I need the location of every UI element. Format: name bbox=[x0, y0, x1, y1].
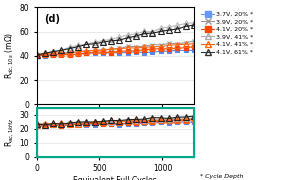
Text: * Cycle Depth: * Cycle Depth bbox=[200, 174, 244, 179]
Y-axis label: R$_{dc,10s}$ (mΩ): R$_{dc,10s}$ (mΩ) bbox=[4, 32, 16, 79]
Text: (d): (d) bbox=[44, 14, 60, 24]
X-axis label: Equivalent Full Cycles: Equivalent Full Cycles bbox=[73, 176, 157, 180]
Legend: 3.7V, 20% *, 3.9V, 20% *, 4.1V, 20% *, 3.9V, 41% *, 4.1V, 41% *, 4.1V, 61% *: 3.7V, 20% *, 3.9V, 20% *, 4.1V, 20% *, 3… bbox=[200, 10, 255, 56]
Y-axis label: R$_{ac,1kHz}$: R$_{ac,1kHz}$ bbox=[4, 117, 16, 147]
